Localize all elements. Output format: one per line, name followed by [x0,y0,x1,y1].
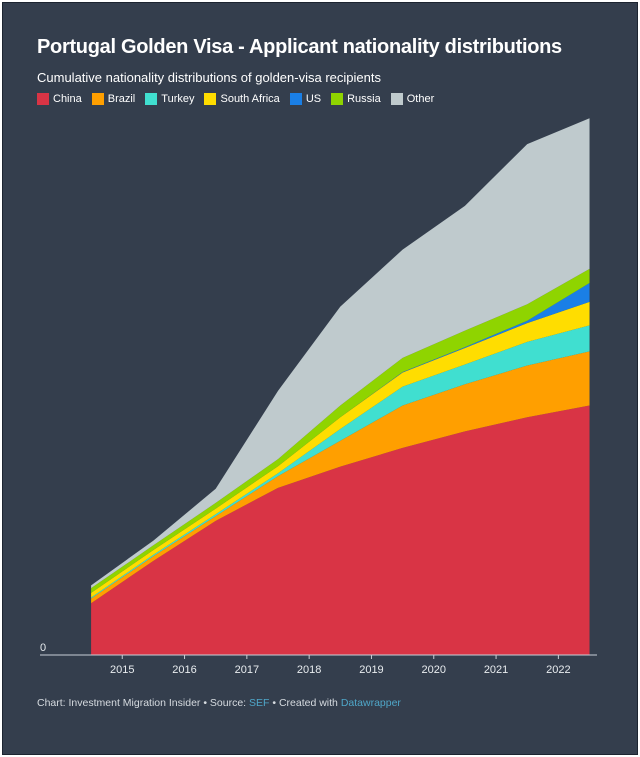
legend-label: Other [406,93,435,105]
legend-swatch [91,93,104,105]
x-tick-label: 2015 [110,664,134,676]
x-tick-label: 2020 [422,664,446,676]
x-tick-label: 2017 [235,664,259,676]
chart-subtitle: Cumulative nationality distributions of … [37,70,381,85]
legend-label: Russia [347,93,381,105]
legend-item: Russia [331,93,381,105]
legend-label: South Africa [220,93,280,105]
source-link[interactable]: SEF [249,697,270,709]
footer-text: Chart: Investment Migration Insider • So… [37,697,250,709]
x-tick-label: 2019 [359,664,383,676]
chart-title: Portugal Golden Visa - Applicant nationa… [37,36,562,58]
footer-text: • Created with [269,697,341,709]
area [91,351,590,604]
area [91,268,590,593]
legend-swatch [289,93,302,105]
legend-label: Turkey [161,93,195,105]
area [91,118,590,589]
x-tick-label: 2022 [546,664,570,676]
footer: Chart: Investment Migration Insider • So… [37,697,401,709]
legend-swatch [37,93,49,105]
x-tick-label: 2018 [297,664,321,676]
legend-swatch [204,93,217,105]
area [91,283,590,593]
x-tick-label: 2016 [172,664,196,676]
legend-label: Brazil [107,93,136,105]
legend-swatch [145,93,158,105]
legend-item: South Africa [204,93,280,105]
legend-swatch [331,93,344,105]
area [91,325,590,599]
legend-label: China [53,93,82,105]
legend-item: Other [390,93,435,105]
datawrapper-link[interactable]: Datawrapper [340,697,401,709]
legend-item: China [37,93,82,105]
legend-item: US [289,93,322,105]
area [91,301,590,598]
legend-item: Turkey [145,93,194,105]
area [91,405,590,655]
y-tick-label: 0 [40,642,46,654]
legend-item: Brazil [91,93,136,105]
legend: China Brazil Turkey South Africa US Russia Oth… [37,93,434,105]
legend-label: US [305,93,322,105]
x-tick-label: 2021 [484,664,508,676]
legend-swatch [390,93,403,105]
